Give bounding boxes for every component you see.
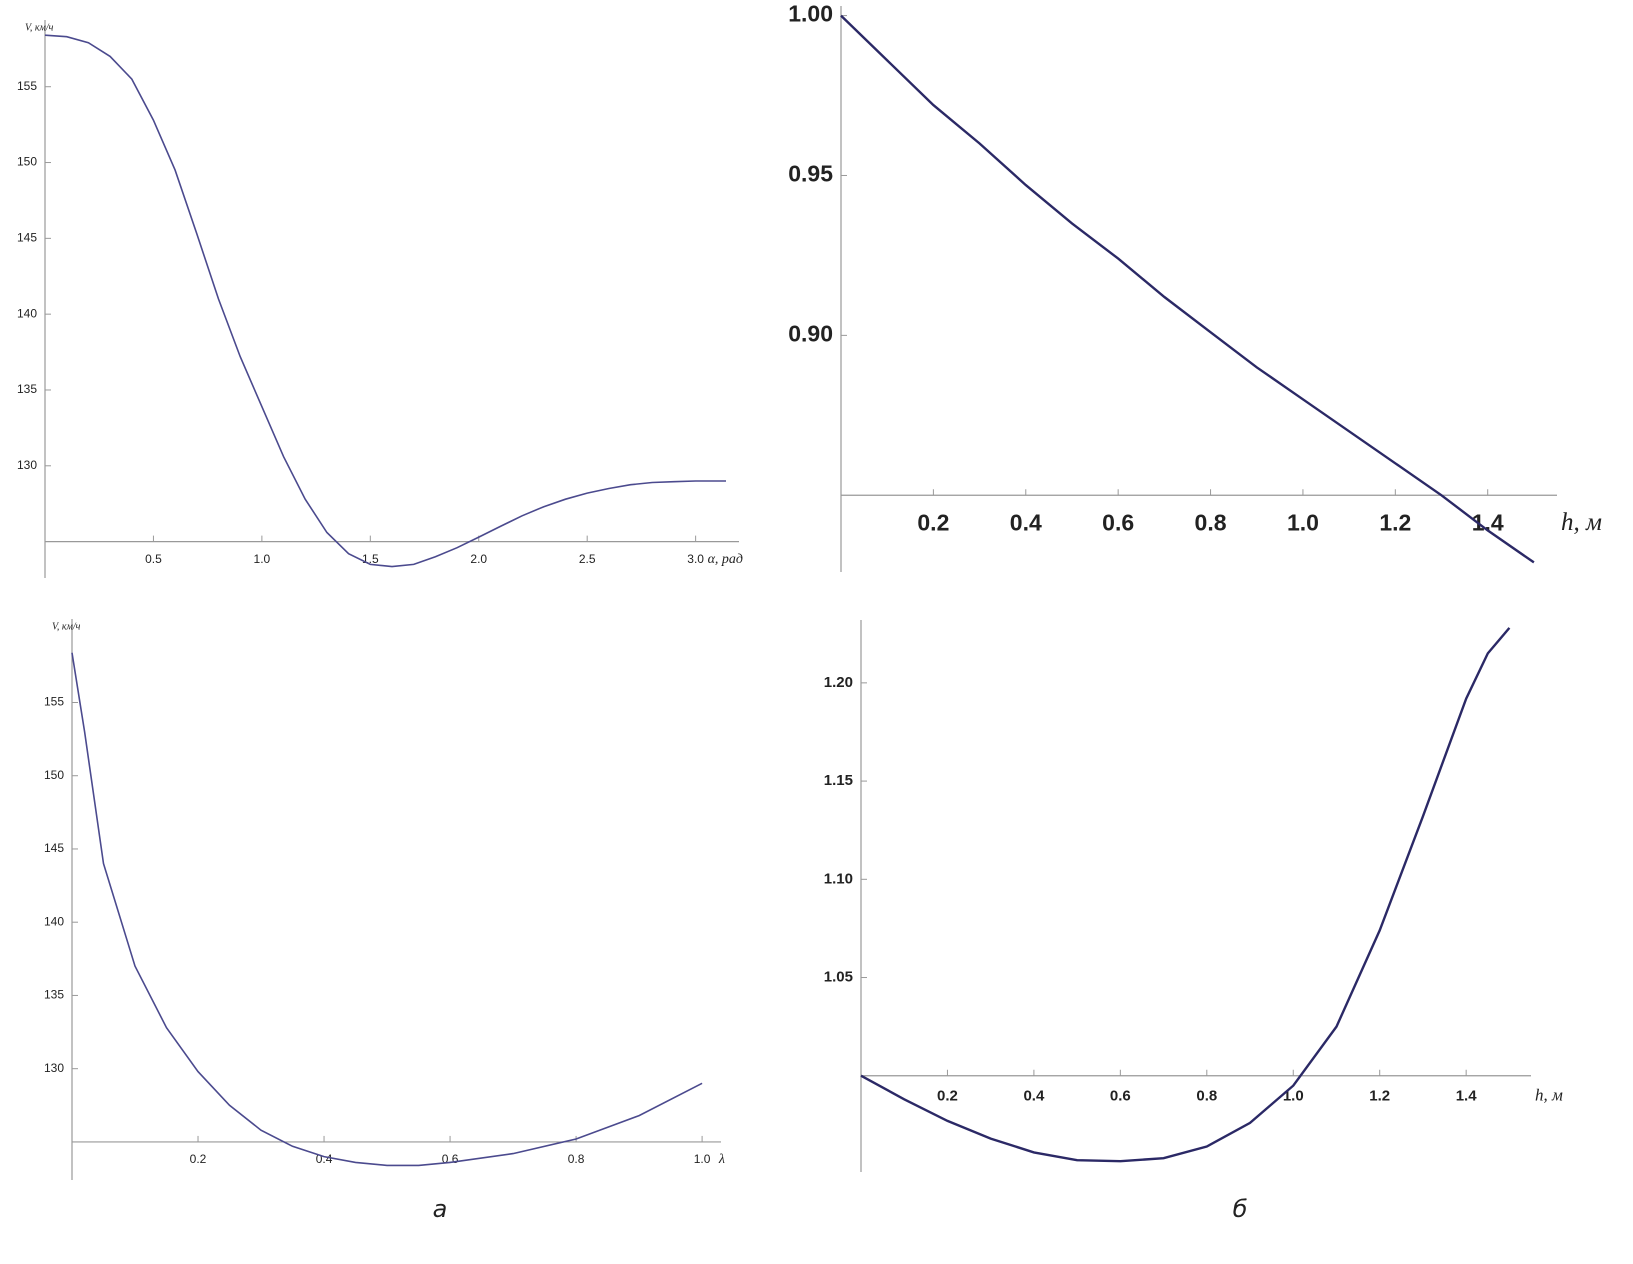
- data-line: [840, 14, 1535, 564]
- y-tick-label: 130: [44, 1061, 64, 1075]
- x-axis-label: h, м: [1535, 1086, 1563, 1105]
- x-tick-label: 1.2: [1369, 1088, 1390, 1105]
- x-tick-label: 1.2: [1379, 509, 1411, 535]
- x-tick-label: 0.4: [1023, 1088, 1045, 1105]
- y-tick-label: 0.95: [788, 161, 833, 187]
- x-tick-label: 0.6: [1102, 509, 1134, 535]
- y-tick-label: 135: [44, 988, 64, 1002]
- y-tick-label: 155: [17, 79, 37, 93]
- x-tick-label: 0.8: [1195, 509, 1227, 535]
- x-tick-label: 1.0: [254, 552, 271, 566]
- y-tick-label: 145: [44, 841, 64, 855]
- x-tick-label: 0.2: [190, 1152, 207, 1166]
- y-tick-label: 0.90: [788, 320, 833, 346]
- data-line: [71, 652, 703, 1167]
- x-tick-label: 0.6: [1110, 1088, 1131, 1105]
- y-tick-label: 145: [17, 231, 37, 245]
- x-tick-label: 1.0: [1283, 1088, 1304, 1105]
- x-tick-label: 3.0: [687, 552, 704, 566]
- x-tick-label: 1.0: [694, 1152, 711, 1166]
- y-axis-label: V, км/ч: [25, 22, 54, 33]
- x-axis-label: h, м: [1561, 509, 1602, 536]
- y-tick-label: 155: [44, 695, 64, 709]
- y-tick-label: 1.20: [824, 674, 853, 691]
- x-tick-label: 1.0: [1287, 509, 1319, 535]
- y-tick-label: 150: [44, 768, 64, 782]
- y-tick-label: 1.15: [824, 772, 853, 789]
- caption: а: [433, 1195, 448, 1223]
- y-tick-label: 140: [17, 306, 37, 320]
- x-tick-label: 0.2: [937, 1088, 958, 1105]
- data-line: [44, 34, 726, 568]
- y-tick-label: 1.10: [824, 870, 853, 887]
- x-tick-label: 0.5: [145, 552, 162, 566]
- x-tick-label: 2.5: [579, 552, 596, 566]
- y-tick-label: 1.00: [788, 1, 833, 27]
- x-axis-label: λ: [718, 1152, 725, 1167]
- x-tick-label: 0.8: [568, 1152, 585, 1166]
- x-tick-label: 0.8: [1196, 1088, 1217, 1105]
- y-tick-label: 150: [17, 155, 37, 169]
- x-tick-label: 1.4: [1456, 1088, 1478, 1105]
- data-line: [860, 627, 1511, 1163]
- y-tick-label: 140: [44, 914, 64, 928]
- y-tick-label: 130: [17, 458, 37, 472]
- y-axis-label: V, км/ч: [52, 621, 81, 632]
- y-tick-label: 135: [17, 382, 37, 396]
- x-tick-label: 0.6: [442, 1152, 459, 1166]
- x-tick-label: 0.4: [1010, 509, 1042, 535]
- y-tick-label: 1.05: [824, 968, 853, 985]
- x-axis-label: α, рад: [708, 552, 743, 567]
- caption: б: [1233, 1195, 1248, 1223]
- x-tick-label: 2.0: [470, 552, 487, 566]
- x-tick-label: 0.2: [917, 509, 949, 535]
